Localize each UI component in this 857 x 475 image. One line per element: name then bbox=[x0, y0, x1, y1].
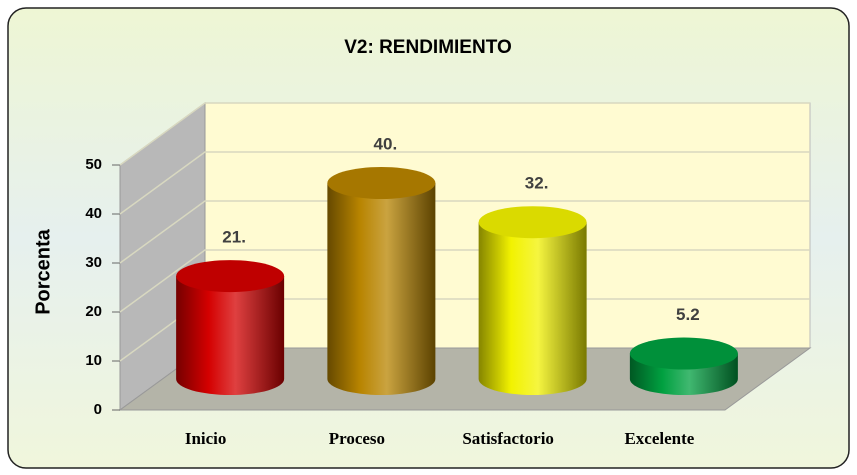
x-tick-label: Proceso bbox=[329, 429, 385, 448]
value-label: 5.2 bbox=[676, 305, 700, 324]
y-tick-label: 20 bbox=[85, 303, 102, 320]
y-tick-label: 0 bbox=[94, 401, 102, 418]
value-label: 32. bbox=[525, 174, 549, 193]
grid-line bbox=[119, 200, 810, 264]
bar-top bbox=[176, 260, 285, 293]
bar bbox=[176, 276, 285, 395]
bar-top bbox=[629, 337, 738, 370]
x-tick-label: Inicio bbox=[185, 429, 227, 448]
grid-line bbox=[119, 249, 810, 313]
y-tick-label: 10 bbox=[85, 352, 102, 369]
y-tick-label: 30 bbox=[85, 254, 102, 271]
bar bbox=[478, 222, 587, 395]
y-axis-label: Porcenta bbox=[32, 228, 54, 314]
chart-title: V2: RENDIMIENTO bbox=[344, 37, 512, 58]
bar-top bbox=[478, 206, 587, 239]
x-tick-label: Satisfactorio bbox=[462, 429, 554, 448]
value-label: 21. bbox=[222, 228, 246, 247]
grid-line bbox=[119, 102, 810, 166]
value-label: 40. bbox=[374, 134, 398, 153]
y-tick-label: 40 bbox=[85, 205, 102, 222]
y-tick-label: 50 bbox=[85, 156, 102, 173]
grid-line bbox=[119, 151, 810, 215]
bar-top bbox=[327, 167, 436, 199]
bar bbox=[327, 183, 436, 395]
x-tick-label: Excelente bbox=[624, 429, 694, 448]
